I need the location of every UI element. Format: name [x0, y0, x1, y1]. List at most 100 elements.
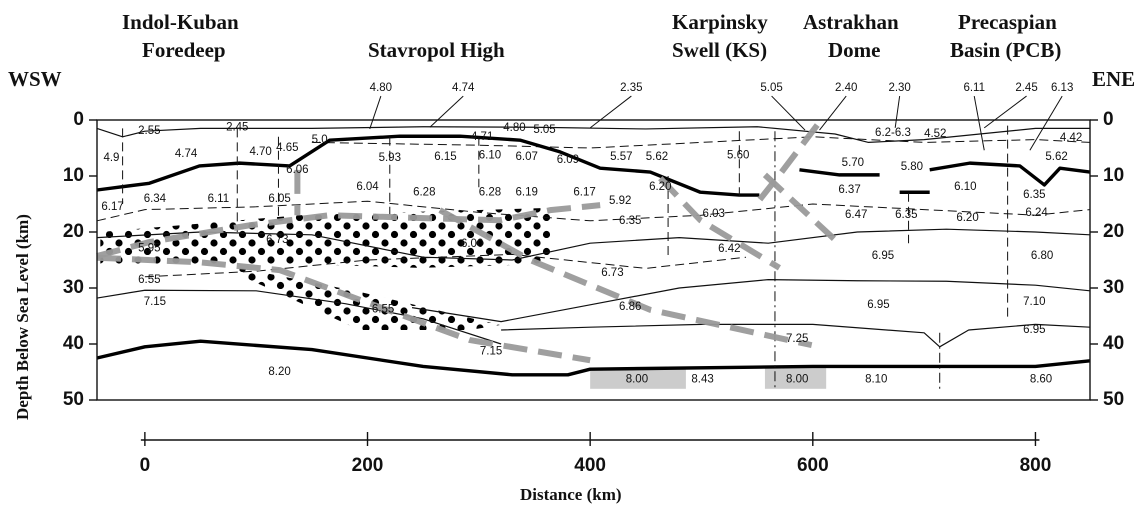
y-tick-label: 10 — [63, 165, 84, 186]
y-tick-label: 50 — [63, 389, 84, 410]
callout-label: 6.13 — [1051, 82, 1073, 94]
region-label: Karpinsky — [672, 10, 768, 34]
y-axis-title: Depth Below Sea Level (km) — [13, 214, 32, 420]
velocity-label: 6.55 — [138, 274, 160, 286]
y2-tick-label: 0 — [1103, 109, 1114, 130]
direction-label: WSW — [8, 67, 62, 91]
velocity-label: 6.37 — [838, 184, 860, 196]
velocity-label: 6.07 — [516, 151, 538, 163]
callout-label: 5.05 — [760, 82, 782, 94]
velocity-label: 5.0 — [312, 134, 328, 146]
velocity-label: 6.28 — [479, 186, 501, 198]
callout-leader — [1030, 96, 1062, 150]
velocity-label: 8.10 — [865, 373, 887, 385]
region-label: Dome — [828, 38, 880, 62]
velocity-label: 6.15 — [434, 151, 456, 163]
velocity-label: 5.60 — [727, 149, 749, 161]
velocity-label: 6.19 — [516, 186, 538, 198]
callout-leader — [974, 96, 984, 150]
x-tick-label: 200 — [352, 455, 384, 476]
region-label: Stavropol High — [368, 38, 505, 62]
region-label: Precaspian — [958, 10, 1057, 34]
velocity-label: 4.70 — [249, 146, 271, 158]
velocity-label: 6.35 — [895, 209, 917, 221]
direction-label: ENE — [1092, 67, 1135, 91]
velocity-label: 6.28 — [413, 186, 435, 198]
velocity-label: 8.43 — [691, 373, 713, 385]
x-tick-label: 800 — [1020, 455, 1052, 476]
velocity-label: 7.25 — [786, 333, 808, 345]
chart: Indol-Kuban Foredeep Stavropol High Karp… — [0, 0, 1144, 506]
velocity-label: 6.09 — [557, 154, 579, 166]
velocity-label: 8.00 — [786, 373, 808, 385]
velocity-label: 4.80 — [503, 122, 525, 134]
velocity-label: 2.45 — [226, 121, 248, 133]
velocity-label: 4.42 — [1060, 132, 1082, 144]
x-tick-label: 600 — [797, 455, 829, 476]
velocity-label: 6.34 — [144, 193, 167, 205]
velocity-label: 6.03 — [703, 208, 725, 220]
velocity-label: 2.55 — [138, 125, 160, 137]
velocity-label: 6.17 — [573, 186, 595, 198]
callout-leader — [895, 96, 899, 128]
region-label: Basin (PCB) — [950, 38, 1061, 62]
x-tick-label: 400 — [574, 455, 606, 476]
velocity-label: 6.20 — [649, 181, 671, 193]
velocity-label: 6.04 — [356, 181, 379, 193]
velocity-label: 5.95 — [138, 242, 160, 254]
callout-leader — [819, 96, 846, 130]
callout-label: 4.80 — [370, 82, 392, 94]
velocity-label: 5.05 — [533, 124, 555, 136]
velocity-label: 6.00 — [461, 238, 483, 250]
velocity-label: 5.80 — [901, 161, 923, 173]
velocity-label: 8.00 — [626, 373, 648, 385]
velocity-label: 6.47 — [845, 209, 867, 221]
velocity-label: 6.35 — [1023, 189, 1045, 201]
y2-tick-label: 30 — [1103, 277, 1124, 298]
velocity-label: 5.62 — [1045, 151, 1067, 163]
y-tick-label: 40 — [63, 333, 84, 354]
velocity-label: 4.65 — [276, 142, 298, 154]
region-label: Foredeep — [142, 38, 226, 62]
x-tick-label: 0 — [140, 455, 151, 476]
y-tick-label: 20 — [63, 221, 84, 242]
velocity-label: 8.60 — [1030, 373, 1052, 385]
callout-label: 2.35 — [620, 82, 642, 94]
velocity-label: 6.17 — [101, 201, 123, 213]
velocity-label: 6.20 — [956, 212, 978, 224]
callout-label: 4.74 — [452, 82, 475, 94]
callout-label: 2.40 — [835, 82, 857, 94]
velocity-label: 6.35 — [619, 215, 641, 227]
boundary-thin — [412, 280, 1090, 322]
velocity-label: 6.2-6.3 — [875, 127, 911, 139]
velocity-label: 7.15 — [144, 296, 166, 308]
callout-leader — [590, 96, 631, 128]
velocity-label: 5.57 — [610, 151, 632, 163]
x-axis-title: Distance (km) — [520, 485, 622, 504]
velocity-label: 6.42 — [718, 243, 740, 255]
velocity-label: 6.95 — [1023, 324, 1045, 336]
velocity-label: 8.20 — [268, 366, 290, 378]
velocity-label: 4.52 — [924, 128, 946, 140]
callout-leader — [984, 96, 1026, 128]
velocity-label: 7.15 — [480, 345, 502, 357]
velocity-label: 6.11 — [208, 193, 230, 205]
callout-leader — [772, 96, 805, 130]
y-tick-label: 0 — [73, 109, 84, 130]
velocity-label: 6.24 — [1025, 207, 1048, 219]
velocity-label: 4.74 — [175, 148, 198, 160]
y2-tick-label: 40 — [1103, 333, 1124, 354]
velocity-label: 5.92 — [609, 195, 631, 207]
region-label: Indol-Kuban — [122, 10, 239, 34]
velocity-label: 6.55 — [372, 303, 394, 315]
velocity-label: 6.86 — [619, 301, 641, 313]
dotted-region — [239, 268, 499, 330]
region-label: Astrakhan — [803, 10, 899, 34]
boundary-gray — [765, 175, 835, 240]
velocity-label: 6.73 — [266, 234, 288, 246]
velocity-label: 5.70 — [842, 157, 864, 169]
velocity-label: 6.80 — [1031, 250, 1053, 262]
velocity-label: 7.10 — [1023, 296, 1045, 308]
callout-label: 6.11 — [963, 82, 985, 94]
callout-label: 2.30 — [888, 82, 910, 94]
